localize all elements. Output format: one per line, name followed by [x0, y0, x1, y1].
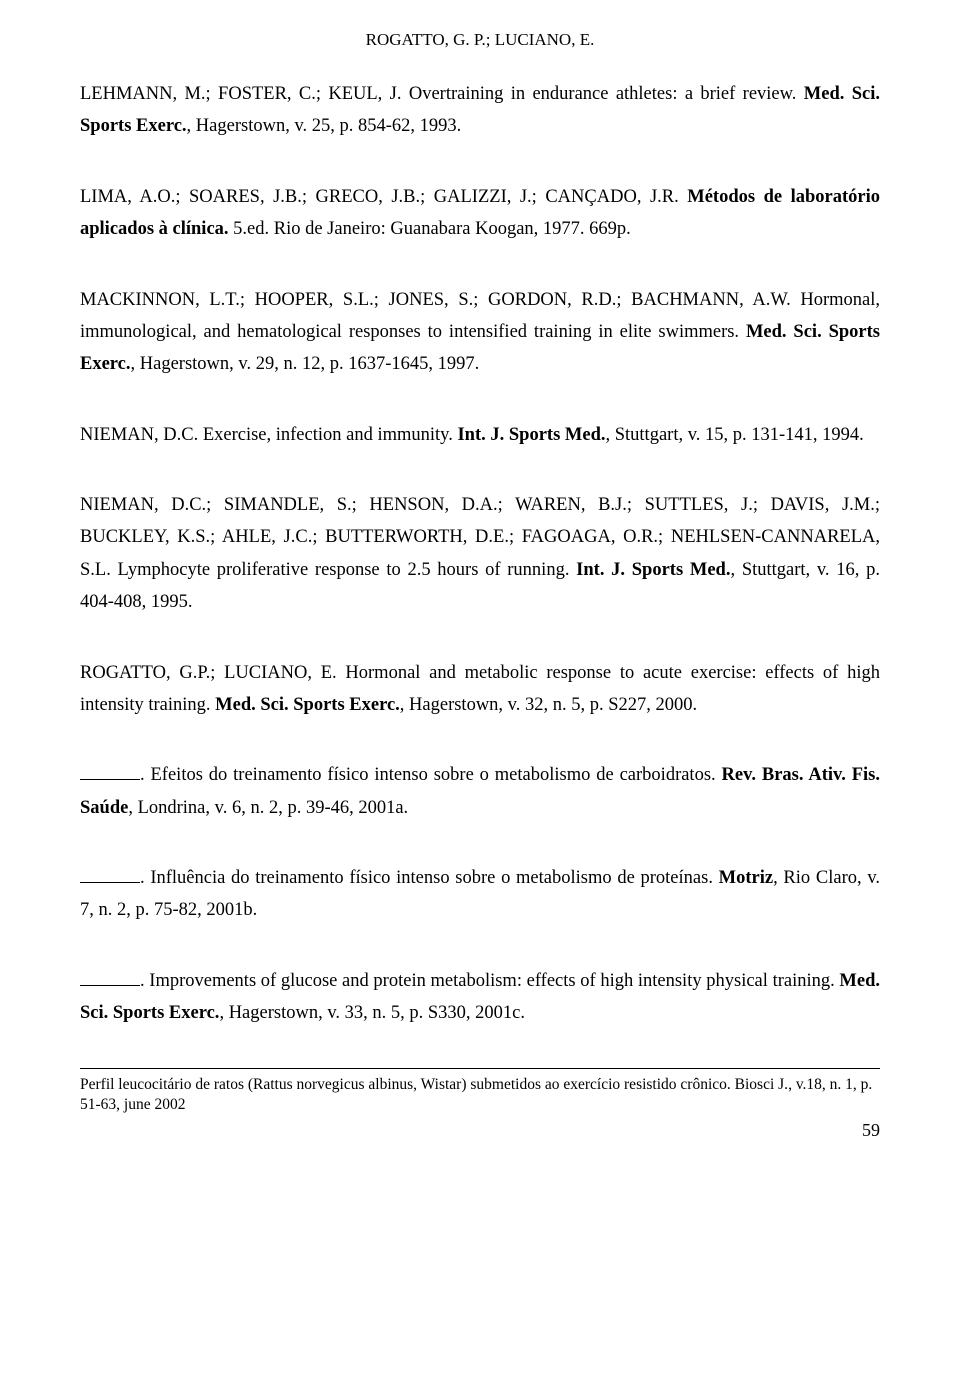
reference-6: ROGATTO, G.P.; LUCIANO, E. Hormonal and … [80, 657, 880, 722]
ref-text: LIMA, A.O.; SOARES, J.B.; GRECO, J.B.; G… [80, 187, 687, 207]
ref-bold: Int. J. Sports Med. [457, 425, 605, 445]
ref-bold: Med. Sci. Sports Exerc. [215, 695, 400, 715]
reference-8: . Influência do treinamento físico inten… [80, 862, 880, 927]
page-number: 59 [80, 1120, 880, 1141]
reference-9: . Improvements of glucose and protein me… [80, 965, 880, 1030]
running-head: ROGATTO, G. P.; LUCIANO, E. [80, 30, 880, 50]
ref-bold: Int. J. Sports Med. [576, 560, 730, 580]
ref-text: LEHMANN, M.; FOSTER, C.; KEUL, J. Overtr… [80, 84, 804, 104]
ref-text: , Hagerstown, v. 33, n. 5, p. S330, 2001… [219, 1003, 525, 1023]
reference-2: LIMA, A.O.; SOARES, J.B.; GRECO, J.B.; G… [80, 181, 880, 246]
ref-text: , Hagerstown, v. 32, n. 5, p. S227, 2000… [400, 695, 697, 715]
ref-text: , Hagerstown, v. 25, p. 854-62, 1993. [187, 116, 462, 136]
footer-text: ) submetidos ao exercício resistido crôn… [461, 1076, 734, 1093]
page-container: ROGATTO, G. P.; LUCIANO, E. LEHMANN, M.;… [0, 0, 960, 1161]
footer-italic: Rattus norvegicus albinus, Wistar [253, 1076, 461, 1093]
reference-3: MACKINNON, L.T.; HOOPER, S.L.; JONES, S.… [80, 284, 880, 381]
reference-1: LEHMANN, M.; FOSTER, C.; KEUL, J. Overtr… [80, 78, 880, 143]
reference-4: NIEMAN, D.C. Exercise, infection and imm… [80, 419, 880, 451]
ref-text: , Stuttgart, v. 15, p. 131-141, 1994. [605, 425, 863, 445]
ref-bold: Motriz [719, 868, 773, 888]
ref-text: . Efeitos do treinamento físico intenso … [140, 765, 722, 785]
ref-text: 5.ed. Rio de Janeiro: Guanabara Koogan, … [229, 219, 631, 239]
author-dash [80, 882, 140, 883]
footer-text: Perfil leucocitário de ratos ( [80, 1076, 253, 1093]
page-footer: Perfil leucocitário de ratos (Rattus nor… [80, 1068, 880, 1117]
reference-5: NIEMAN, D.C.; SIMANDLE, S.; HENSON, D.A.… [80, 489, 880, 619]
ref-text: NIEMAN, D.C. Exercise, infection and imm… [80, 425, 457, 445]
ref-text: , Londrina, v. 6, n. 2, p. 39-46, 2001a. [128, 798, 408, 818]
author-dash [80, 779, 140, 780]
ref-text: . Influência do treinamento físico inten… [140, 868, 719, 888]
ref-text: , Hagerstown, v. 29, n. 12, p. 1637-1645… [131, 354, 480, 374]
reference-7: . Efeitos do treinamento físico intenso … [80, 759, 880, 824]
footer-journal: Biosci J. [735, 1076, 788, 1093]
author-dash [80, 985, 140, 986]
ref-text: . Improvements of glucose and protein me… [140, 971, 839, 991]
